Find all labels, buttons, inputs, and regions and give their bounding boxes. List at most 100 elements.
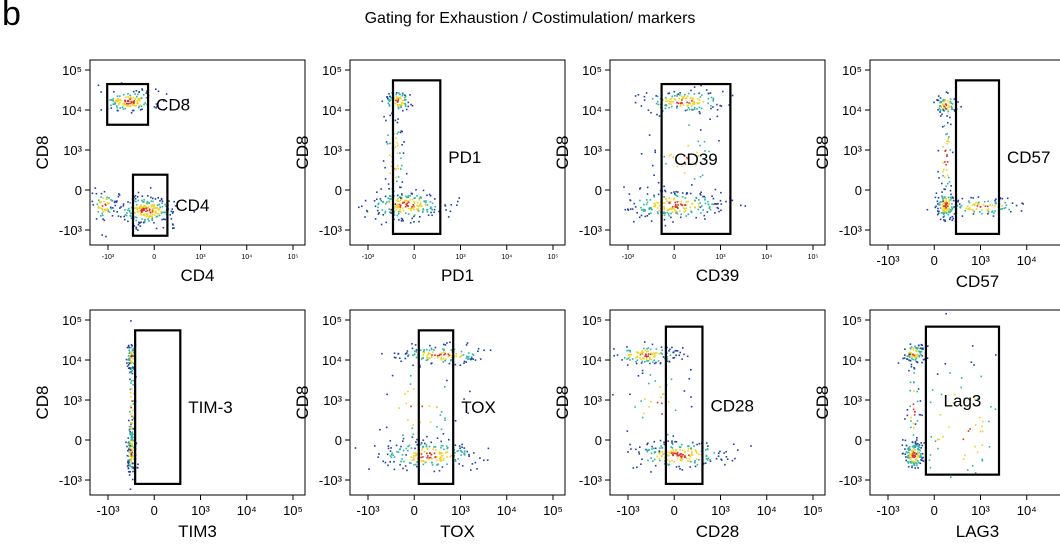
event-dot bbox=[699, 192, 701, 195]
event-dot bbox=[668, 197, 671, 199]
event-dot bbox=[103, 190, 106, 193]
event-dot bbox=[987, 208, 990, 210]
event-dot bbox=[942, 170, 944, 173]
event-dot bbox=[160, 212, 163, 214]
event-dot bbox=[405, 195, 407, 198]
event-dot bbox=[676, 212, 679, 215]
event-dot bbox=[397, 105, 399, 107]
event-dot bbox=[393, 356, 396, 359]
event-dot bbox=[127, 462, 130, 465]
event-dot bbox=[704, 202, 707, 205]
y-axis-label: CD8 bbox=[813, 385, 832, 419]
event-dot bbox=[916, 464, 918, 467]
event-dot bbox=[918, 344, 920, 347]
event-dot bbox=[129, 105, 131, 107]
event-dot bbox=[126, 105, 128, 107]
event-dot bbox=[459, 356, 461, 358]
event-dot bbox=[140, 97, 143, 99]
event-dot bbox=[965, 207, 968, 210]
event-dot bbox=[127, 449, 129, 452]
event-dot bbox=[1006, 197, 1009, 200]
event-dot bbox=[151, 207, 154, 210]
event-dot bbox=[400, 186, 402, 189]
event-dot bbox=[144, 218, 146, 221]
event-dot bbox=[938, 177, 940, 179]
event-dot bbox=[137, 97, 140, 100]
y-tick-label: 10⁵ bbox=[62, 313, 82, 328]
event-dot bbox=[398, 219, 400, 221]
event-dot bbox=[909, 457, 911, 460]
event-dot bbox=[396, 100, 399, 103]
event-dot bbox=[393, 209, 396, 212]
gate-label: CD4 bbox=[175, 196, 209, 215]
event-dot bbox=[952, 197, 954, 199]
event-dot bbox=[686, 101, 688, 104]
event-dot bbox=[450, 359, 452, 362]
event-dot bbox=[653, 194, 655, 197]
event-dot bbox=[674, 194, 677, 196]
event-dot bbox=[950, 102, 953, 104]
event-dot bbox=[646, 348, 648, 350]
event-dot bbox=[672, 198, 675, 201]
event-dot bbox=[683, 207, 685, 209]
event-dot bbox=[694, 460, 696, 462]
event-dot bbox=[402, 109, 404, 112]
event-dot bbox=[402, 209, 405, 212]
event-dot bbox=[449, 456, 452, 458]
event-dot bbox=[137, 229, 139, 231]
event-dot bbox=[710, 96, 713, 99]
event-dot bbox=[952, 217, 955, 220]
event-dot bbox=[915, 458, 918, 460]
event-dot bbox=[468, 453, 470, 456]
event-dot bbox=[919, 456, 921, 458]
event-dot bbox=[696, 458, 698, 460]
event-dot bbox=[681, 192, 684, 194]
event-dot bbox=[950, 476, 952, 478]
event-dot bbox=[387, 197, 389, 199]
event-dot bbox=[919, 414, 922, 416]
event-dot bbox=[699, 144, 701, 147]
event-dot bbox=[685, 207, 687, 210]
event-dot bbox=[143, 214, 146, 217]
event-dot bbox=[699, 176, 702, 178]
event-dot bbox=[126, 365, 129, 367]
event-dot bbox=[100, 91, 102, 93]
event-dot bbox=[128, 444, 130, 446]
event-dot bbox=[394, 203, 397, 205]
event-dot bbox=[991, 211, 993, 213]
event-dot bbox=[691, 184, 693, 186]
event-dot bbox=[647, 353, 650, 355]
event-dot bbox=[116, 98, 118, 101]
event-dot bbox=[95, 192, 98, 195]
event-dot bbox=[688, 108, 691, 111]
event-dot bbox=[129, 98, 131, 100]
event-dot bbox=[479, 457, 481, 459]
x-tick-label: 10⁵ bbox=[543, 503, 563, 518]
event-dot bbox=[413, 214, 416, 216]
y-tick-label: 0 bbox=[595, 183, 602, 198]
event-dot bbox=[387, 447, 390, 450]
event-dot bbox=[401, 458, 403, 460]
event-dot bbox=[461, 465, 464, 467]
event-dot bbox=[704, 150, 706, 152]
event-dot bbox=[913, 464, 916, 467]
event-dot bbox=[132, 439, 135, 442]
event-dot bbox=[632, 467, 635, 469]
event-dot bbox=[420, 205, 422, 207]
event-dot bbox=[459, 447, 461, 449]
event-dot bbox=[121, 106, 124, 109]
event-dot bbox=[119, 107, 122, 109]
event-dot bbox=[938, 201, 941, 204]
event-dot bbox=[399, 152, 401, 154]
event-dot bbox=[125, 441, 127, 444]
event-dot bbox=[688, 378, 691, 380]
event-dot bbox=[402, 152, 405, 154]
event-dot bbox=[122, 104, 125, 107]
event-dot bbox=[113, 201, 116, 204]
gate-label: TIM-3 bbox=[188, 398, 232, 417]
event-dot bbox=[143, 206, 146, 208]
event-dot bbox=[462, 354, 465, 356]
event-dot bbox=[939, 105, 941, 107]
event-dot bbox=[662, 202, 664, 204]
